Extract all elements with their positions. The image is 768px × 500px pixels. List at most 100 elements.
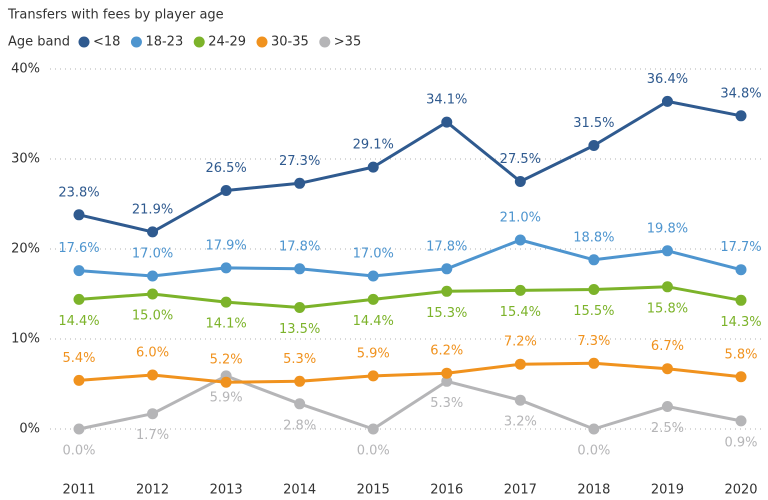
data-label: 6.2%: [430, 344, 463, 359]
data-label: 5.9%: [210, 390, 243, 405]
data-label: 34.8%: [720, 86, 761, 101]
data-label: 2.8%: [283, 418, 316, 433]
data-point: [441, 285, 453, 297]
data-point: [441, 367, 453, 379]
data-point: [514, 284, 526, 296]
data-label: 14.3%: [720, 315, 761, 330]
data-point: [661, 95, 673, 107]
data-point: [220, 376, 232, 388]
data-label: 0.0%: [62, 444, 95, 459]
x-tick-label: 2019: [651, 483, 684, 498]
x-tick-label: 2018: [577, 483, 610, 498]
data-label: 5.2%: [210, 353, 243, 368]
data-label: 31.5%: [573, 116, 614, 131]
data-point: [588, 140, 600, 151]
data-point: [514, 394, 526, 406]
data-point: [661, 363, 673, 375]
data-point: [735, 110, 747, 122]
data-point: [73, 209, 85, 221]
data-point: [735, 371, 747, 383]
data-point: [661, 401, 673, 412]
data-point: [367, 270, 379, 282]
data-label: 27.5%: [500, 152, 541, 167]
data-point: [73, 423, 85, 435]
data-point: [220, 262, 232, 274]
data-point: [220, 185, 232, 196]
legend-label: <18: [93, 35, 120, 50]
data-label: 17.8%: [279, 239, 320, 254]
data-point: [735, 264, 747, 276]
data-point: [441, 116, 453, 128]
data-label: 15.8%: [647, 301, 688, 316]
data-point: [514, 234, 526, 246]
data-label: 3.2%: [504, 415, 537, 430]
data-label: 17.9%: [205, 238, 246, 253]
data-label: 0.9%: [724, 435, 757, 450]
data-point: [294, 302, 306, 313]
data-label: 5.3%: [430, 396, 463, 411]
data-label: 18.8%: [573, 230, 614, 245]
legend-title: Age band: [8, 35, 70, 50]
y-tick-label: 20%: [11, 242, 40, 257]
legend-marker: [130, 36, 142, 48]
legend-marker: [193, 36, 205, 48]
data-label: 0.0%: [577, 444, 610, 459]
data-point: [588, 357, 600, 369]
data-label: 13.5%: [279, 322, 320, 337]
data-point: [661, 281, 673, 293]
series-line: [78, 99, 742, 234]
data-point: [294, 398, 306, 410]
data-point: [147, 369, 159, 381]
data-point: [294, 375, 306, 387]
data-point: [441, 375, 453, 387]
legend-marker: [78, 36, 90, 48]
data-label: 15.4%: [500, 305, 541, 320]
data-point: [514, 358, 526, 370]
chart-title: Transfers with fees by player age: [7, 8, 224, 23]
data-point: [588, 284, 600, 295]
y-tick-label: 30%: [11, 152, 40, 167]
data-point: [514, 176, 526, 187]
x-tick-label: 2016: [430, 483, 463, 498]
legend-label: 24-29: [208, 35, 246, 50]
data-label: 5.4%: [62, 351, 95, 366]
series-line: [78, 285, 742, 309]
data-point: [367, 370, 379, 382]
legend-label: >35: [334, 35, 361, 50]
data-label: 5.3%: [283, 352, 316, 367]
data-label: 7.3%: [577, 334, 610, 349]
series-line: [78, 361, 742, 384]
data-point: [220, 296, 232, 308]
data-point: [294, 177, 306, 189]
data-point: [735, 415, 747, 427]
x-tick-label: 2011: [62, 483, 95, 498]
series-line: [78, 374, 742, 431]
x-tick-label: 2012: [136, 483, 169, 498]
data-label: 29.1%: [353, 138, 394, 153]
data-point: [735, 294, 747, 306]
legend-marker: [319, 36, 331, 48]
data-label: 19.8%: [647, 221, 688, 236]
data-label: 14.1%: [205, 317, 246, 332]
data-label: 23.8%: [58, 185, 99, 200]
data-label: 26.5%: [205, 161, 246, 176]
x-tick-label: 2020: [724, 483, 757, 498]
legend-label: 30-35: [271, 35, 309, 50]
series-line: [78, 238, 742, 278]
data-label: 21.0%: [500, 211, 541, 226]
data-point: [367, 423, 379, 435]
x-tick-label: 2013: [210, 483, 243, 498]
data-point: [294, 263, 306, 275]
data-label: 17.0%: [353, 247, 394, 262]
data-point: [367, 161, 379, 173]
data-label: 1.7%: [136, 428, 169, 443]
data-point: [588, 254, 600, 266]
data-point: [147, 408, 159, 420]
data-point: [147, 270, 159, 282]
data-point: [147, 226, 159, 238]
data-label: 7.2%: [504, 335, 537, 350]
y-tick-label: 0%: [19, 422, 40, 437]
data-point: [367, 293, 379, 305]
data-label: 17.7%: [720, 240, 761, 255]
